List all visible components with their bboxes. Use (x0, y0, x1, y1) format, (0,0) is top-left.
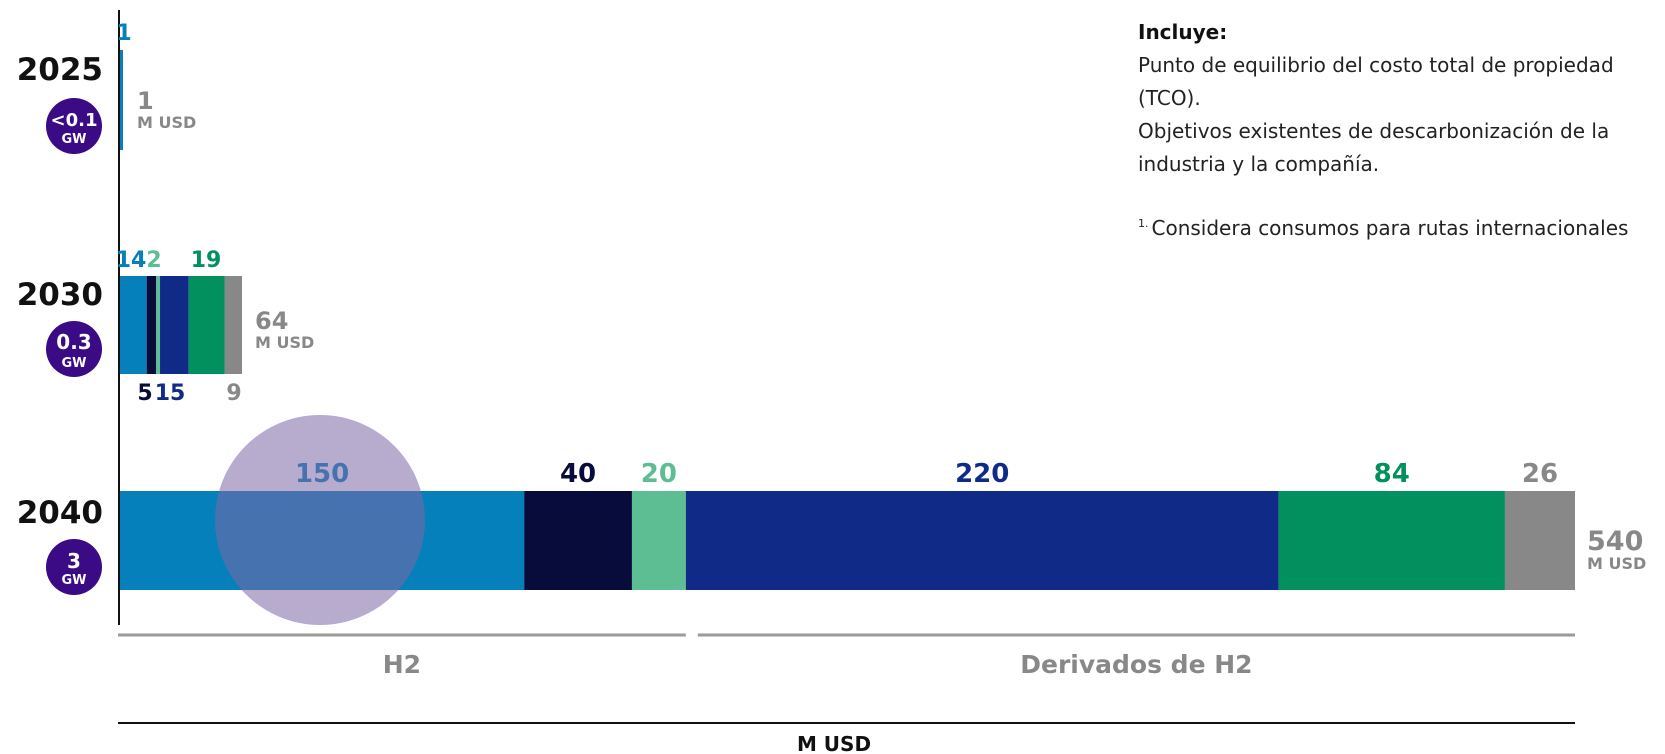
bar-2040-segment-1 (524, 491, 632, 590)
capacity-badge (46, 98, 102, 154)
bar-2040-segment-3-label: 220 (955, 459, 1009, 489)
bar-2030-segment-5-label: 9 (226, 381, 241, 406)
bar-2030-total-unit: M USD (255, 333, 314, 352)
footnote-text: Considera consumos para rutas internacio… (1151, 216, 1629, 240)
bar-2030-segment-4 (188, 276, 225, 374)
notes-heading: Incluye: (1138, 20, 1228, 44)
group-label-derivados: Derivados de H2 (1020, 650, 1252, 679)
bar-2040-segment-1-label: 40 (560, 459, 596, 489)
year-label: 2040 (17, 495, 103, 531)
capacity-value: <0.1 (51, 110, 98, 131)
bar-2040-total-unit: M USD (1587, 554, 1646, 573)
bar-2025-total-unit: M USD (137, 113, 196, 132)
capacity-value: 0.3 (56, 330, 91, 354)
capacity-unit: GW (61, 132, 86, 147)
notes-panel: Incluye: Punto de equilibrio del costo t… (1138, 16, 1638, 245)
notes-line-2: Objetivos existentes de descarbonización… (1138, 119, 1610, 176)
bar-2025-total: 1 (137, 87, 154, 115)
footnote-marker: 1. (1138, 217, 1149, 230)
bar-2030-segment-0 (120, 276, 147, 374)
capacity-value: 3 (67, 549, 81, 573)
notes-footnote: 1. Considera consumos para rutas internac… (1138, 207, 1638, 245)
row-header-2040: 2040 3 GW (17, 495, 103, 595)
bar-2030-segment-2-label: 2 (146, 248, 161, 273)
bar-2040-segment-5 (1504, 491, 1575, 590)
bar-2030-segment-0-label: 14 (116, 248, 147, 273)
bar-2040-segment-3 (685, 491, 1279, 590)
notes-line-1: Punto de equilibrio del costo total de p… (1138, 53, 1614, 110)
capacity-badge (46, 321, 102, 377)
row-header-2025: 2025 <0.1 GW (17, 52, 103, 154)
bar-2030-segment-2 (156, 276, 161, 374)
year-label: 2025 (17, 52, 103, 88)
x-axis-label: M USD (797, 732, 871, 754)
bar-2025-segment-0 (120, 50, 123, 150)
bar-2030-total: 64 (255, 307, 288, 335)
bar-2040-segment-5-label: 26 (1522, 459, 1558, 489)
year-label: 2030 (17, 277, 103, 313)
capacity-unit: GW (61, 573, 86, 588)
bar-2040-segment-4 (1278, 491, 1505, 590)
bar-2030-segment-5 (224, 276, 242, 374)
capacity-badge (46, 539, 102, 595)
bar-2030-segment-1-label: 5 (137, 381, 152, 406)
bar-2030 (120, 276, 242, 374)
bar-2030-segment-1 (146, 276, 157, 374)
bar-2040-segment-2 (631, 491, 686, 590)
bar-2040-total: 540 (1587, 526, 1643, 557)
bar-2030-segment-4-label: 19 (191, 248, 222, 273)
row-header-2030: 2030 0.3 GW (17, 277, 103, 377)
bar-2030-segment-3 (160, 276, 189, 374)
group-label-h2: H2 (383, 650, 421, 679)
bar-2030-segment-3-label: 15 (155, 381, 186, 406)
bar-2040-labels: 15040202208426 (295, 459, 1558, 489)
bar-2040-segment-2-label: 20 (641, 459, 677, 489)
bar-2025-segment-0-label: 1 (116, 21, 131, 46)
capacity-unit: GW (61, 356, 86, 371)
highlight-circle (215, 415, 425, 625)
bar-2040-segment-4-label: 84 (1374, 459, 1410, 489)
